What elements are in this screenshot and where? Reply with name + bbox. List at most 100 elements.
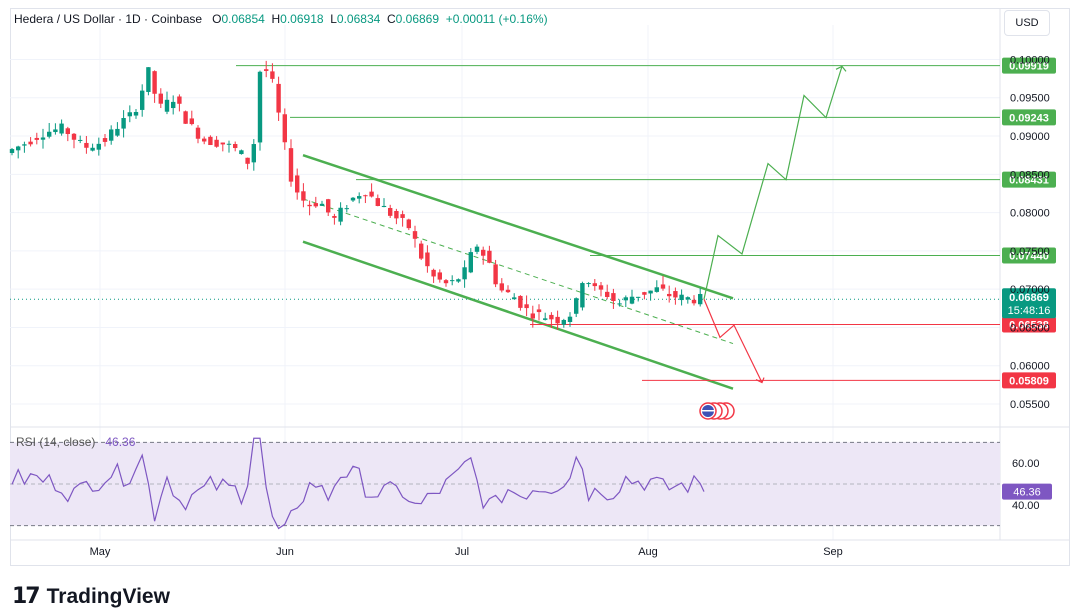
candle xyxy=(443,279,449,287)
candle xyxy=(109,125,114,145)
candle-body xyxy=(127,112,132,117)
price-tick-label: 0.09000 xyxy=(1010,131,1050,143)
candle xyxy=(605,284,610,300)
candle-body xyxy=(400,214,405,218)
candle xyxy=(301,183,306,208)
candle xyxy=(598,282,604,297)
rsi-value-badge xyxy=(1002,483,1052,500)
economic-events-icons[interactable] xyxy=(699,402,735,420)
candle xyxy=(282,108,287,150)
candle-body xyxy=(648,290,653,294)
candle-body xyxy=(474,246,480,252)
candle-body xyxy=(257,71,263,143)
open-label: O xyxy=(212,12,222,26)
candle-body xyxy=(524,304,529,309)
candle-body xyxy=(629,296,635,304)
candle-body xyxy=(530,313,535,319)
candle-body xyxy=(276,83,281,113)
candle-body xyxy=(146,67,151,92)
candle xyxy=(431,268,436,283)
level-badge-label: 0.07440 xyxy=(1009,250,1049,262)
candle-body xyxy=(536,309,542,313)
candle-body xyxy=(388,207,393,216)
candle xyxy=(257,70,263,151)
price-axis[interactable]: 0.10000 0.09500 0.09000 0.08500 0.08000 0.075… xyxy=(1010,54,1050,411)
candle xyxy=(549,312,554,329)
candle-body xyxy=(505,289,511,293)
time-axis[interactable]: May Jun Jul Aug Sep xyxy=(90,546,843,558)
candle-body xyxy=(611,293,616,302)
candle xyxy=(133,109,139,119)
candle xyxy=(28,137,33,147)
candle-body xyxy=(654,287,659,292)
candle xyxy=(121,110,126,138)
candle-body xyxy=(394,210,399,219)
candle xyxy=(90,143,95,152)
candle-body xyxy=(443,280,449,284)
candle-body xyxy=(512,297,517,300)
candle-body xyxy=(152,71,157,94)
price-tick-label: 0.07000 xyxy=(1010,284,1050,296)
candle-body xyxy=(450,280,455,282)
candle-body xyxy=(251,144,256,163)
candle-body xyxy=(617,303,622,305)
candle xyxy=(152,70,157,103)
current-price-label: 0.06869 xyxy=(1009,292,1049,304)
candle xyxy=(295,168,300,200)
candle-body xyxy=(59,123,64,134)
candle xyxy=(214,136,219,148)
candle xyxy=(412,225,418,248)
descending-channel xyxy=(302,153,734,390)
candle-body xyxy=(698,293,703,305)
candle xyxy=(65,126,70,142)
candle xyxy=(78,135,83,144)
candle-body xyxy=(115,128,120,136)
candle xyxy=(580,281,585,311)
candle xyxy=(326,198,331,217)
rsi-legend: RSI (14, close) 46.36 xyxy=(16,435,135,449)
candle-body xyxy=(78,139,83,141)
candle xyxy=(487,245,492,264)
rsi-value: 46.36 xyxy=(105,435,136,449)
candle-body xyxy=(40,137,46,140)
candle-body xyxy=(34,137,39,140)
candle xyxy=(338,202,343,226)
candle xyxy=(691,295,697,306)
candle-body xyxy=(561,319,566,325)
price-tick-label: 0.09500 xyxy=(1010,93,1050,105)
candle-body xyxy=(264,69,269,71)
candle xyxy=(264,60,269,78)
candle-body xyxy=(375,198,380,206)
time-tick-label: Jul xyxy=(455,546,469,558)
price-tick-label: 0.06000 xyxy=(1010,361,1050,373)
candle-body xyxy=(381,205,387,208)
candle-body xyxy=(22,144,27,146)
candle xyxy=(332,213,337,225)
candle xyxy=(127,105,132,123)
candle xyxy=(140,84,145,117)
candle-body xyxy=(121,118,126,129)
level-badge xyxy=(1002,171,1056,188)
candle-body xyxy=(326,199,331,213)
candle-body xyxy=(171,101,176,109)
currency-button[interactable]: USD xyxy=(1004,10,1050,36)
candle-body xyxy=(9,149,15,153)
level-badge xyxy=(1002,316,1056,333)
candle xyxy=(233,141,238,152)
bearish-arrow-head xyxy=(755,377,765,384)
candle xyxy=(177,94,182,112)
candle-body xyxy=(642,292,647,295)
bullish-arrow-head xyxy=(835,65,847,72)
candle xyxy=(660,275,666,291)
candle-body xyxy=(481,249,486,256)
economic-event-icon xyxy=(699,402,717,420)
candle-body xyxy=(214,139,219,147)
candle-body xyxy=(158,93,163,104)
candle xyxy=(245,157,250,170)
candle-body xyxy=(245,157,250,164)
candle-body xyxy=(233,144,238,149)
candle-body xyxy=(350,197,356,201)
tradingview-logo[interactable]: 17 TradingView xyxy=(12,584,170,609)
candle xyxy=(226,140,232,153)
